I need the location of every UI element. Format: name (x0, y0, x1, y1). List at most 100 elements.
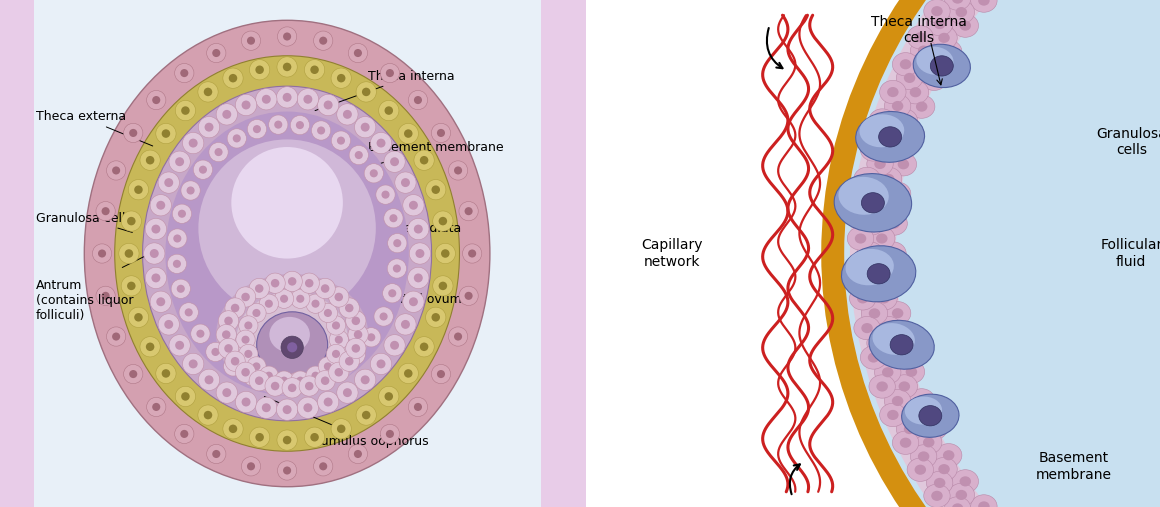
Circle shape (96, 202, 115, 221)
Circle shape (216, 382, 238, 403)
Circle shape (336, 382, 358, 403)
Circle shape (97, 249, 106, 258)
Circle shape (908, 389, 935, 412)
Circle shape (931, 6, 943, 16)
Circle shape (331, 419, 351, 439)
Circle shape (152, 403, 160, 411)
Circle shape (277, 430, 297, 450)
Circle shape (857, 294, 869, 304)
Circle shape (169, 335, 190, 356)
Circle shape (847, 227, 873, 250)
Circle shape (146, 343, 154, 351)
Circle shape (182, 353, 204, 375)
Circle shape (177, 210, 186, 218)
Circle shape (121, 276, 142, 296)
Circle shape (959, 476, 971, 486)
Circle shape (175, 63, 194, 83)
Circle shape (898, 360, 925, 383)
Circle shape (328, 287, 349, 307)
Circle shape (354, 450, 362, 458)
Circle shape (316, 278, 335, 299)
Circle shape (387, 259, 406, 278)
Circle shape (387, 234, 407, 253)
Circle shape (158, 172, 180, 193)
Circle shape (921, 67, 948, 90)
Circle shape (297, 89, 319, 110)
Circle shape (362, 88, 370, 96)
Circle shape (345, 357, 354, 366)
Circle shape (312, 121, 331, 140)
Ellipse shape (166, 112, 408, 395)
Circle shape (311, 372, 319, 380)
Circle shape (318, 94, 339, 116)
Circle shape (882, 346, 908, 369)
Circle shape (882, 367, 893, 377)
Circle shape (930, 26, 957, 50)
Circle shape (902, 81, 929, 104)
Circle shape (275, 371, 293, 390)
Text: Follicular
fluid: Follicular fluid (1100, 238, 1160, 269)
Circle shape (281, 336, 303, 358)
Circle shape (869, 375, 896, 398)
Circle shape (334, 368, 343, 377)
Circle shape (241, 368, 249, 377)
Circle shape (283, 63, 291, 71)
Wedge shape (901, 0, 1160, 507)
Circle shape (898, 338, 909, 348)
Circle shape (438, 282, 447, 290)
Circle shape (255, 284, 263, 293)
Circle shape (892, 101, 904, 111)
Circle shape (378, 100, 399, 121)
Circle shape (394, 314, 416, 335)
Circle shape (245, 321, 253, 330)
Circle shape (212, 450, 220, 458)
Circle shape (264, 372, 273, 380)
Circle shape (239, 316, 258, 335)
Circle shape (181, 392, 190, 401)
Circle shape (339, 351, 360, 371)
Circle shape (890, 331, 916, 354)
Circle shape (906, 130, 918, 140)
Circle shape (348, 324, 368, 345)
Circle shape (290, 116, 310, 135)
Ellipse shape (846, 249, 894, 285)
Circle shape (129, 179, 148, 200)
Circle shape (877, 381, 887, 391)
Circle shape (282, 271, 303, 292)
Circle shape (215, 148, 223, 156)
Ellipse shape (905, 396, 942, 424)
Circle shape (249, 278, 269, 299)
Circle shape (161, 369, 171, 378)
Circle shape (869, 257, 896, 280)
Circle shape (935, 40, 962, 63)
Circle shape (927, 471, 952, 494)
Circle shape (187, 187, 195, 195)
Circle shape (304, 95, 312, 104)
Circle shape (96, 286, 115, 305)
Circle shape (907, 26, 934, 49)
Circle shape (168, 229, 187, 248)
Circle shape (346, 338, 365, 358)
Circle shape (384, 208, 403, 228)
Circle shape (206, 44, 226, 63)
Circle shape (923, 59, 935, 69)
Circle shape (900, 59, 912, 69)
Circle shape (891, 109, 918, 132)
Circle shape (875, 360, 901, 384)
Circle shape (904, 73, 915, 83)
Circle shape (887, 248, 899, 259)
Circle shape (956, 490, 967, 500)
Circle shape (384, 151, 405, 172)
Circle shape (194, 160, 212, 179)
Circle shape (198, 405, 218, 425)
Text: Granulosa cells: Granulosa cells (36, 211, 132, 232)
Circle shape (923, 438, 935, 448)
Circle shape (420, 343, 428, 351)
Circle shape (918, 451, 929, 461)
Circle shape (102, 207, 110, 215)
Circle shape (368, 333, 376, 341)
Text: Theca externa: Theca externa (36, 110, 153, 146)
Circle shape (318, 303, 338, 322)
Circle shape (464, 207, 472, 215)
Circle shape (209, 142, 229, 162)
